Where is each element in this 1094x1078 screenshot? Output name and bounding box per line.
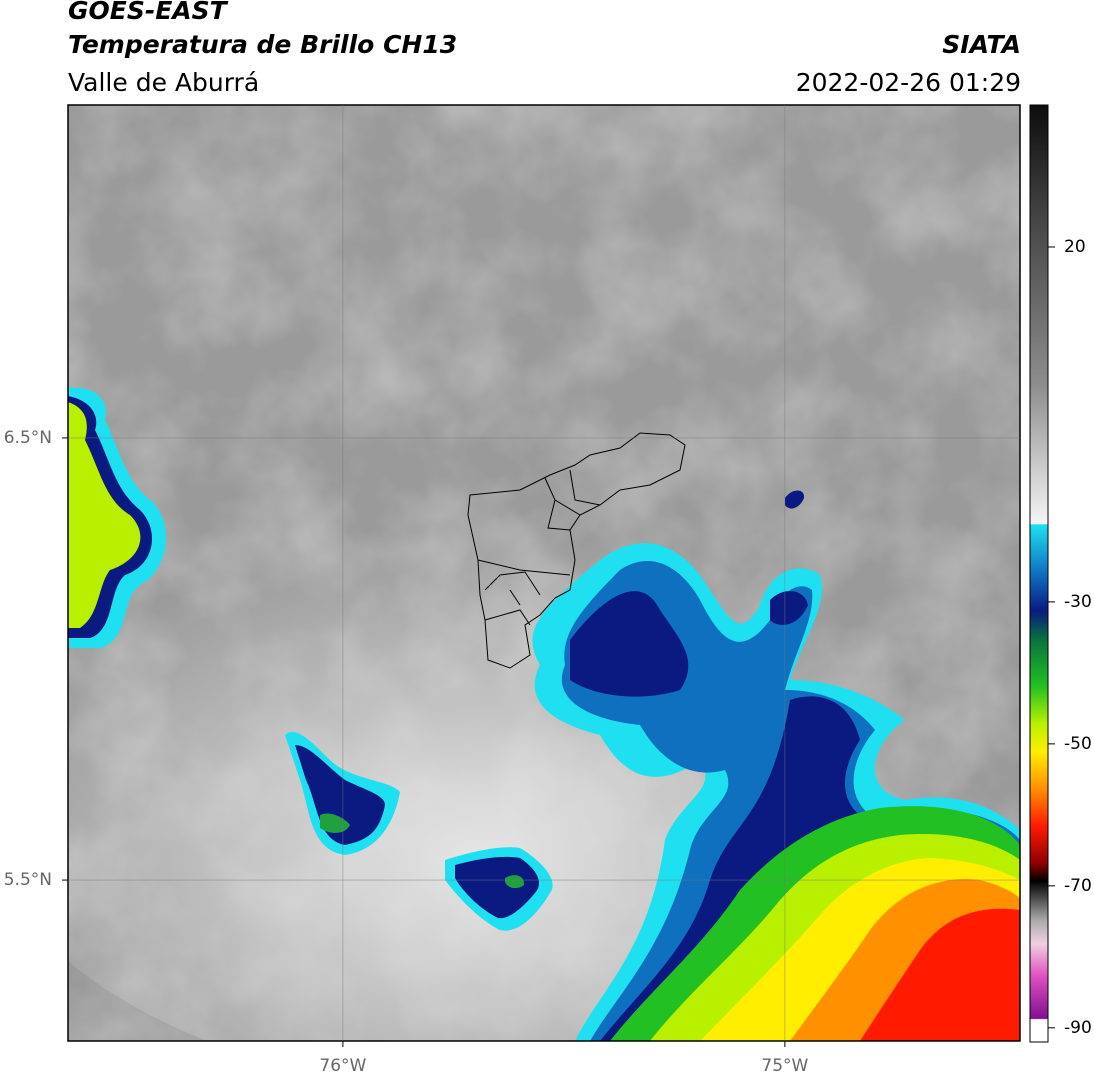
colorbar-tick-label: -70 [1064,876,1092,896]
colorbar-tick-label: -30 [1064,592,1092,612]
source: SIATA [942,30,1021,59]
colorbar-tick-label: -90 [1064,1018,1092,1038]
x-tick-label: 76°W [319,1056,366,1076]
subtitle: Temperatura de Brillo CH13 [68,30,458,59]
imagery [68,105,1020,1041]
colorbar [1029,104,1049,1043]
y-tick-label: 5.5°N [4,870,52,890]
timestamp: 2022-02-26 01:29 [795,68,1021,97]
map-frame [67,104,1021,1042]
region: Valle de Aburrá [68,68,260,97]
colorbar-tick-label: -50 [1064,734,1092,754]
x-tick-label: 75°W [761,1056,808,1076]
colorbar-tick-label: 20 [1064,237,1086,257]
title: GOES-EAST [68,0,227,25]
y-tick-label: 6.5°N [4,428,52,448]
